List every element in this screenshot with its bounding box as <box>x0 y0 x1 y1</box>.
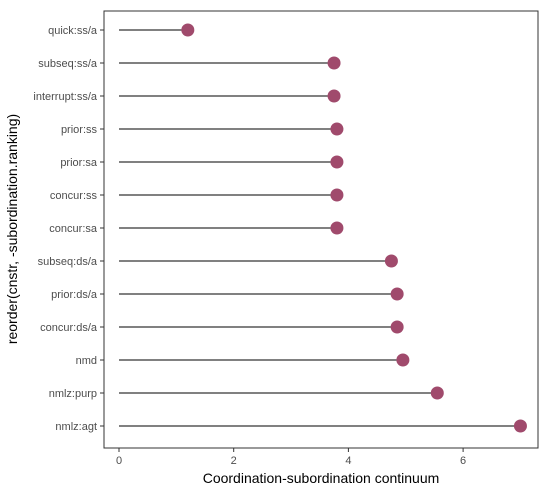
data-point-6 <box>330 221 344 235</box>
data-point-0 <box>181 23 195 37</box>
x-axis: 0 2 4 6 <box>116 448 466 467</box>
data-point-10 <box>396 353 410 367</box>
points-layer <box>181 23 527 433</box>
x-tick-label-1: 2 <box>231 455 237 467</box>
data-point-2 <box>327 89 341 103</box>
y-tick-label-9: concur:ds/a <box>40 322 98 334</box>
stems-layer <box>119 29 521 427</box>
y-tick-label-6: concur:sa <box>49 223 98 235</box>
data-point-11 <box>430 386 444 400</box>
y-tick-label-1: subseq:ss/a <box>38 58 98 70</box>
x-tick-label-3: 6 <box>460 455 466 467</box>
y-axis: quick:ss/a subseq:ss/a interrupt:ss/a prior… <box>33 25 104 433</box>
y-tick-label-5: concur:ss <box>50 190 98 202</box>
y-tick-label-12: nmlz:agt <box>55 421 97 433</box>
data-point-1 <box>327 56 341 70</box>
y-tick-label-2: interrupt:ss/a <box>33 91 97 103</box>
y-tick-label-4: prior:sa <box>60 157 98 169</box>
y-tick-label-3: prior:ss <box>61 124 98 136</box>
data-point-5 <box>330 188 344 202</box>
plot-panel <box>103 10 539 449</box>
data-point-4 <box>330 155 344 169</box>
data-point-9 <box>390 320 404 334</box>
y-tick-label-0: quick:ss/a <box>48 25 98 37</box>
data-point-12 <box>513 419 527 433</box>
y-tick-label-7: subseq:ds/a <box>38 256 98 268</box>
data-point-7 <box>384 254 398 268</box>
data-point-8 <box>390 287 404 301</box>
y-axis-title: reorder(cnstr, -subordination.ranking) <box>4 114 20 344</box>
x-axis-title: Coordination-subordination continuum <box>203 470 440 486</box>
y-tick-label-8: prior:ds/a <box>51 289 98 301</box>
y-tick-label-11: nmlz:purp <box>49 388 97 400</box>
y-tick-label-10: nmd <box>76 355 97 367</box>
x-tick-label-0: 0 <box>116 455 122 467</box>
x-tick-label-2: 4 <box>345 455 351 467</box>
data-point-3 <box>330 122 344 136</box>
